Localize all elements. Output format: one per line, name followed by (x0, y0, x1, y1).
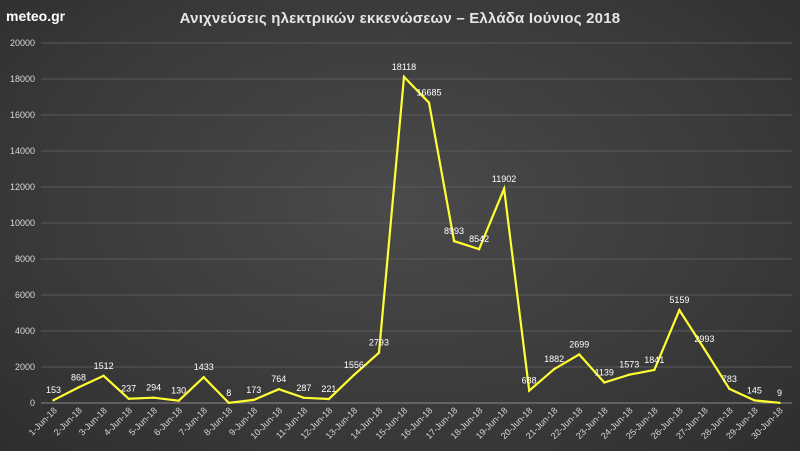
data-point (628, 373, 631, 376)
data-label: 688 (522, 376, 537, 386)
data-label: 1139 (595, 367, 614, 377)
data-label: 2793 (369, 338, 389, 348)
data-point (327, 397, 331, 401)
y-tick-label: 16000 (10, 110, 35, 120)
data-point (202, 376, 205, 379)
data-point (753, 399, 756, 402)
data-label: 173 (246, 385, 261, 395)
data-label: 287 (296, 383, 311, 393)
y-tick-label: 20000 (10, 38, 35, 48)
y-tick-label: 12000 (10, 182, 35, 192)
y-tick-label: 18000 (10, 74, 35, 84)
data-point (653, 368, 656, 372)
y-tick-label: 14000 (10, 146, 35, 156)
y-tick-label: 0 (30, 398, 35, 408)
data-point (552, 367, 556, 371)
data-point (177, 399, 180, 402)
data-point (302, 396, 306, 400)
data-point (778, 401, 781, 405)
y-tick-label: 2000 (15, 362, 35, 372)
data-label: 1841 (644, 355, 664, 365)
data-point (502, 187, 506, 190)
y-tick-label: 10000 (10, 218, 35, 228)
data-label: 221 (321, 384, 336, 394)
data-label: 1556 (344, 360, 364, 370)
data-point (52, 399, 55, 402)
data-label: 868 (71, 372, 86, 382)
y-tick-label: 4000 (15, 326, 35, 336)
data-point (227, 401, 230, 405)
data-label: 153 (46, 385, 61, 395)
data-label: 1433 (194, 362, 214, 372)
chart-title: Ανιχνεύσεις ηλεκτρικών εκκενώσεων – Ελλά… (179, 10, 621, 27)
y-tick-label: 8000 (15, 254, 35, 264)
data-label: 1573 (619, 360, 639, 370)
data-point (152, 396, 155, 399)
data-point (603, 381, 606, 384)
series-line (53, 74, 780, 405)
data-point (402, 75, 406, 79)
data-point (377, 351, 381, 354)
y-tick-label: 6000 (15, 290, 35, 300)
data-label: 18118 (392, 62, 416, 72)
data-label: 145 (747, 385, 762, 395)
data-label: 1512 (94, 361, 114, 371)
data-point (527, 389, 531, 392)
data-label: 2993 (694, 334, 714, 344)
data-label: 16685 (417, 88, 442, 98)
data-label: 5159 (669, 295, 689, 305)
data-point (703, 347, 706, 351)
data-point (578, 353, 581, 356)
data-point (102, 374, 105, 377)
data-point (477, 248, 481, 251)
data-label: 237 (121, 384, 136, 394)
data-point (77, 386, 80, 389)
data-point (277, 388, 281, 391)
data-label: 8993 (444, 226, 464, 236)
data-point (352, 373, 356, 377)
data-label: 9 (777, 388, 782, 398)
data-label: 764 (271, 374, 286, 384)
data-label: 8542 (469, 234, 489, 244)
data-label: 2699 (569, 339, 589, 349)
data-label: 1882 (544, 354, 564, 364)
data-label: 11902 (492, 174, 516, 184)
brand-logo-text: meteo.gr (6, 8, 66, 24)
data-label: 8 (226, 388, 231, 398)
data-point (427, 101, 431, 104)
data-label: 294 (146, 383, 161, 393)
data-label: 783 (722, 374, 737, 384)
data-point (678, 308, 681, 312)
data-point (252, 398, 255, 402)
data-point (452, 239, 456, 243)
data-point (127, 397, 130, 400)
data-point (728, 387, 731, 391)
data-label: 130 (171, 386, 186, 396)
